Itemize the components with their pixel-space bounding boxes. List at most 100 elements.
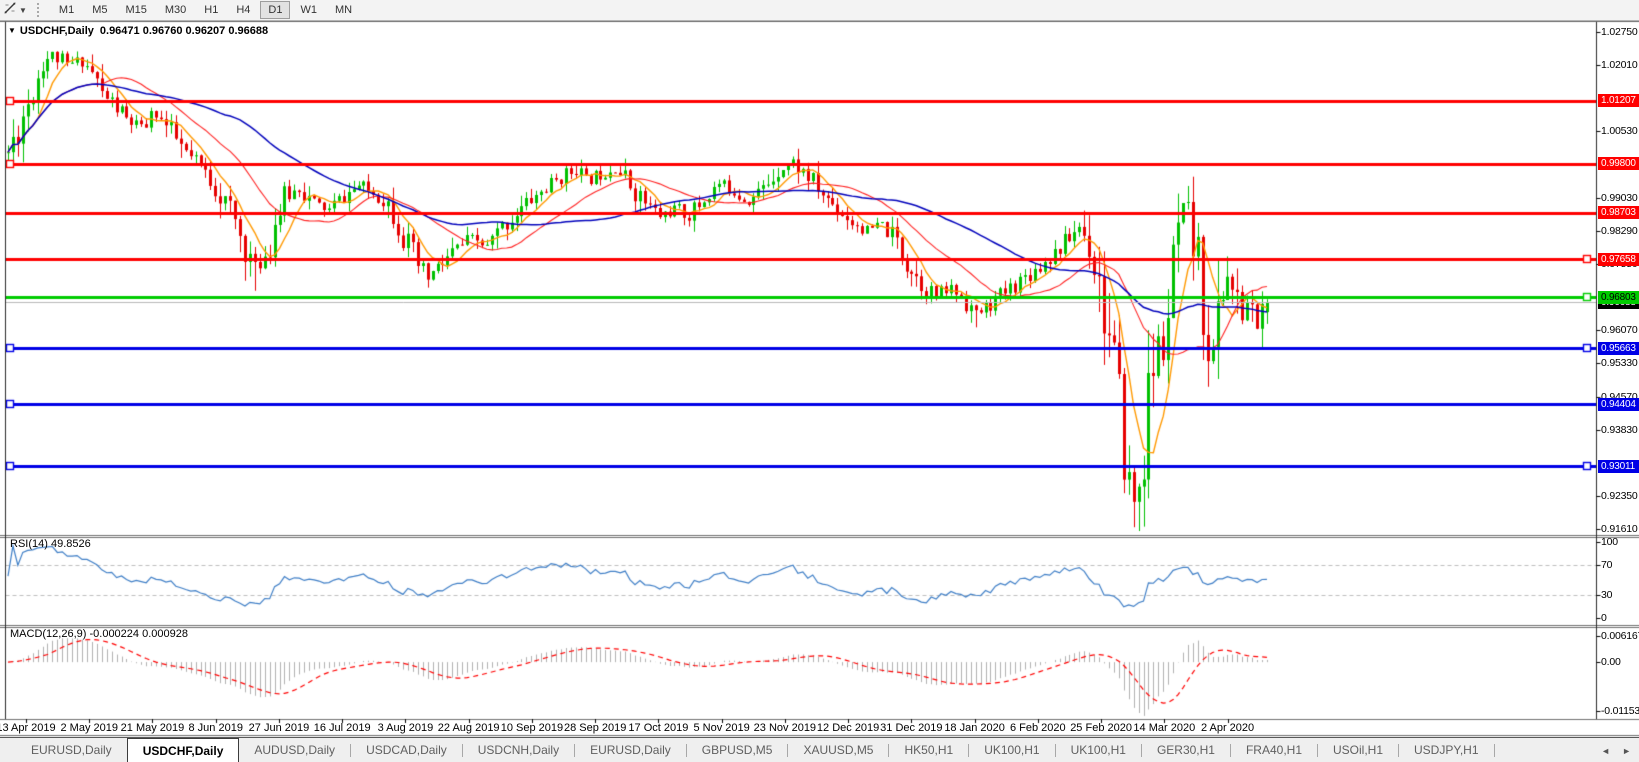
tab-divider: [787, 744, 789, 757]
rsi-name: RSI(14): [10, 538, 48, 550]
dropdown-caret-icon: ▼: [19, 5, 27, 15]
chart-tab-gbpusd-m5[interactable]: GBPUSD,M5: [701, 743, 773, 757]
timeframe-button-h4[interactable]: H4: [236, 4, 251, 16]
price-tick-label: 0.91610: [1601, 523, 1638, 535]
toolbar-grip[interactable]: [36, 3, 42, 17]
price-tick-label: 1.02010: [1601, 59, 1638, 71]
chart-title: ▼ USDCHF,Daily 0.96471 0.96760 0.96207 0.9…: [8, 25, 268, 37]
price-tick-label: 1.02750: [1601, 26, 1638, 38]
tab-divider: [888, 744, 890, 757]
crosshair-cursor-icon: [3, 1, 17, 20]
chart-tab-usdcnh-daily[interactable]: USDCNH,Daily: [477, 743, 560, 757]
hline-price-label: 0.95663: [1598, 341, 1639, 355]
cursor-tool-button[interactable]: ▼: [0, 1, 31, 19]
date-tick-label: 28 Sep 2019: [563, 722, 627, 734]
macd-scale-label: 0.00: [1601, 656, 1621, 669]
date-tick-label: 13 Apr 2019: [0, 722, 56, 734]
price-tick-label: 1.00530: [1601, 125, 1638, 138]
date-tick-label: 6 Feb 2020: [1010, 722, 1066, 734]
macd-name: MACD(12,26,9): [10, 628, 87, 640]
hline-price-label: 0.93011: [1598, 459, 1639, 473]
tab-bar-tabs: EURUSD,Daily USDCHF,Daily AUDUSD,Daily USDC…: [0, 738, 1495, 762]
date-tick-label: 10 Sep 2019: [500, 722, 564, 734]
tab-divider: [968, 744, 970, 757]
timeframe-button-h1[interactable]: H1: [204, 4, 219, 16]
timeframe-button-mn[interactable]: MN: [334, 4, 353, 16]
chart-tab-bar: EURUSD,Daily USDCHF,Daily AUDUSD,Daily USDC…: [0, 737, 1639, 762]
date-tick-label: 31 Dec 2019: [880, 722, 943, 734]
chart-tab-fra40-h1[interactable]: FRA40,H1: [1245, 743, 1302, 757]
price-tick-label: 0.92350: [1601, 489, 1638, 502]
date-tick-label: 25 Feb 2020: [1070, 722, 1132, 734]
date-tick-label: 14 Mar 2020: [1133, 722, 1196, 734]
chart-tab-usdjpy-h1[interactable]: USDJPY,H1: [1414, 743, 1479, 757]
chart-tab-ger30-h1[interactable]: GER30,H1: [1156, 743, 1215, 757]
chart-tab-eurusd-daily[interactable]: EURUSD,Daily: [590, 743, 671, 757]
chart-tab-usdchf-daily[interactable]: USDCHF,Daily: [126, 738, 240, 762]
hline-price-label: 0.96803: [1598, 290, 1639, 304]
macd-scale-label: 0.006167: [1601, 630, 1639, 642]
tab-divider: [1398, 744, 1400, 757]
price-tick-label: 0.98290: [1601, 224, 1638, 237]
chart-symbol-period: USDCHF,Daily: [19, 25, 94, 37]
date-tick-label: 8 Jun 2019: [188, 722, 243, 734]
chart-tab-uk100-h1[interactable]: UK100,H1: [984, 743, 1040, 757]
tab-divider: [1317, 744, 1318, 757]
date-tick-label: 5 Nov 2019: [693, 722, 750, 734]
rsi-scale-label: 0: [1601, 612, 1607, 624]
tab-divider: [685, 744, 687, 757]
tab-divider: [1140, 744, 1142, 757]
tab-scroll-right-icon[interactable]: ►: [1622, 745, 1631, 756]
timeframe-button-m1[interactable]: M1: [58, 4, 75, 16]
hline-price-label: 0.94404: [1598, 397, 1639, 411]
tab-scroll-left-icon[interactable]: ◄: [1601, 745, 1611, 756]
timeframe-button-m30[interactable]: M30: [164, 4, 187, 16]
chart-tab-usdcad-daily[interactable]: USDCAD,Daily: [366, 743, 447, 757]
rsi-scale-label: 30: [1601, 589, 1613, 602]
rsi-value: 49.8526: [50, 538, 91, 550]
hline-price-label: 0.99800: [1598, 157, 1639, 171]
price-tick-label: 0.96070: [1601, 324, 1638, 337]
macd-values: -0.000224 0.000928: [89, 628, 188, 640]
tab-divider: [574, 744, 576, 757]
hline-price-label: 0.98703: [1598, 206, 1639, 220]
chart-title-dropdown-icon[interactable]: ▼: [8, 26, 16, 35]
date-tick-label: 16 Jul 2019: [313, 722, 371, 734]
date-tick-label: 22 Aug 2019: [437, 722, 500, 734]
rsi-label: RSI(14) 49.8526: [10, 538, 91, 550]
price-tick-label: 0.99030: [1601, 191, 1638, 204]
tab-divider: [1054, 744, 1056, 757]
price-tick-label: 0.95330: [1601, 357, 1638, 370]
macd-label: MACD(12,26,9) -0.000224 0.000928: [10, 628, 188, 640]
date-tick-label: 17 Oct 2019: [628, 722, 689, 734]
hline-price-label: 0.97658: [1598, 252, 1639, 266]
timeframe-button-m15[interactable]: M15: [125, 4, 147, 16]
timeframe-buttons: M1 M5 M15 M30 H1 H4 D1 W1 MN: [50, 0, 361, 20]
price-tick-label: 0.93830: [1601, 423, 1638, 436]
date-tick-label: 18 Jan 2020: [944, 722, 1005, 734]
chart-tab-audusd-daily[interactable]: AUDUSD,Daily: [254, 743, 336, 757]
timeframe-button-m5[interactable]: M5: [92, 4, 108, 16]
chart-tab-uk100-h1[interactable]: UK100,H1: [1070, 743, 1126, 757]
timeframe-button-w1[interactable]: W1: [300, 4, 317, 16]
top-toolbar: ▼ M1 M5 M15 M30 H1 H4 D1 W1 MN: [0, 0, 1639, 21]
chart-tab-usoil-h1[interactable]: USOil,H1: [1333, 743, 1384, 757]
date-tick-label: 3 Aug 2019: [377, 722, 434, 734]
date-tick-label: 23 Nov 2019: [753, 722, 817, 734]
chart-tab-hk50-h1[interactable]: HK50,H1: [904, 743, 954, 757]
chart-tab-eurusd-daily[interactable]: EURUSD,Daily: [31, 743, 112, 757]
date-tick-label: 21 May 2019: [120, 722, 185, 734]
timeframe-button-d1[interactable]: D1: [260, 1, 291, 19]
hline-price-label: 1.01207: [1598, 94, 1639, 108]
tab-scroll-arrows: ◄ ►: [1601, 738, 1631, 762]
tab-divider: [1229, 744, 1231, 757]
tab-divider: [350, 744, 352, 757]
rsi-scale-label: 70: [1601, 558, 1613, 571]
chart-plot-canvas[interactable]: [0, 21, 1639, 737]
tab-divider: [1493, 744, 1495, 757]
chart-tab-xauusd-m5[interactable]: XAUUSD,M5: [803, 743, 874, 757]
date-tick-label: 27 Jun 2019: [248, 722, 310, 734]
chart-ohlc-values: 0.96471 0.96760 0.96207 0.96688: [99, 25, 269, 37]
